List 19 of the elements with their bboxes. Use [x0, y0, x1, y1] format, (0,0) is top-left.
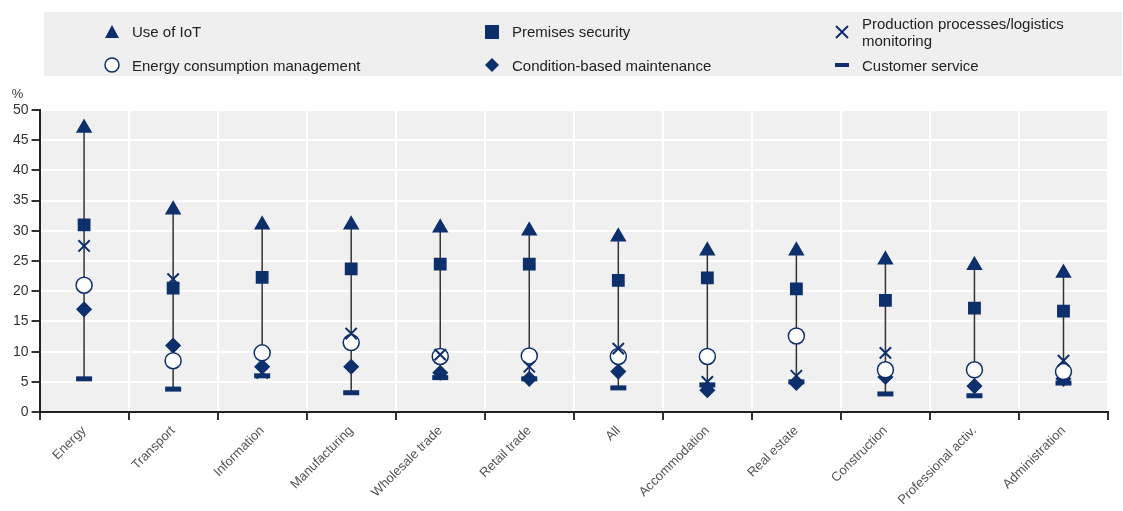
y-tick-label: 35: [12, 191, 29, 208]
y-tick-label: 40: [12, 161, 29, 178]
y-tick-label: 25: [12, 251, 29, 268]
y-tick-label: 15: [12, 312, 29, 329]
legend-label: Energy consumption management: [132, 56, 361, 74]
y-tick-label: 50: [12, 100, 29, 117]
x-tick-label: All: [602, 422, 624, 444]
legend-label: Use of IoT: [132, 23, 202, 40]
y-tick-label: 30: [12, 221, 29, 238]
y-tick-label: 45: [12, 131, 29, 148]
legend-label: Premises security: [512, 23, 631, 40]
y-tick-label: 10: [12, 342, 29, 359]
y-tick-label: 20: [12, 282, 29, 299]
y-axis-title: %: [11, 86, 24, 101]
y-tick-label: 0: [20, 402, 29, 419]
legend-label: Production processes/logistics monitoring: [862, 14, 1065, 49]
legend-label: Condition-based maintenance: [512, 56, 712, 74]
legend-label: Customer service: [862, 56, 979, 74]
y-tick-label: 5: [20, 372, 29, 389]
